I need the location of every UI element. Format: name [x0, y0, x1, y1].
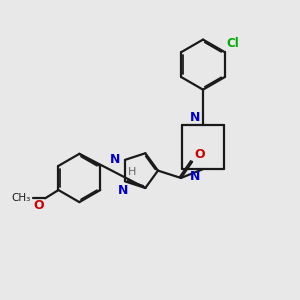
Text: O: O — [194, 148, 205, 160]
Text: CH₃: CH₃ — [12, 193, 31, 203]
Text: O: O — [33, 200, 44, 212]
Text: N: N — [110, 153, 121, 167]
Text: H: H — [128, 167, 136, 177]
Text: N: N — [190, 170, 201, 183]
Text: N: N — [118, 184, 129, 197]
Text: N: N — [190, 111, 201, 124]
Text: Cl: Cl — [227, 37, 239, 50]
